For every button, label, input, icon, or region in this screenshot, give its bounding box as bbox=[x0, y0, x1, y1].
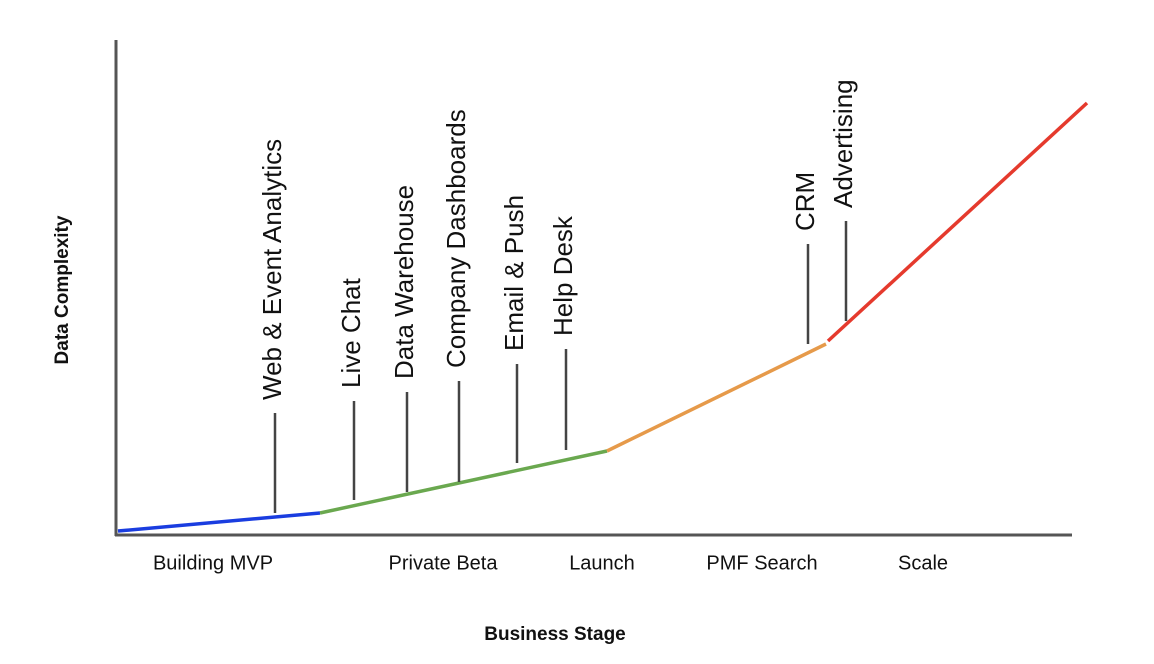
tool-label: Data Warehouse bbox=[389, 185, 419, 379]
curve-mvp bbox=[117, 511, 321, 533]
x-axis-title: Business Stage bbox=[484, 624, 626, 645]
curve-scale bbox=[826, 101, 1089, 343]
stage-label: Building MVP bbox=[153, 552, 273, 574]
stage-label: Launch bbox=[569, 552, 635, 574]
tool-label: Web & Event Analytics bbox=[257, 139, 287, 400]
stage-label: Private Beta bbox=[389, 552, 499, 574]
y-axis-title: Data Complexity bbox=[52, 215, 73, 364]
tool-label: Advertising bbox=[828, 79, 858, 208]
tool-label: Company Dashboards bbox=[441, 109, 471, 368]
curve-pmf bbox=[606, 342, 827, 453]
tool-label: Email & Push bbox=[499, 195, 529, 351]
tool-label: Live Chat bbox=[336, 277, 366, 388]
tool-label: CRM bbox=[790, 172, 820, 231]
stage-label: Scale bbox=[898, 552, 948, 574]
tool-label: Help Desk bbox=[548, 215, 578, 336]
curve-beta bbox=[319, 449, 608, 515]
stage-label: PMF Search bbox=[706, 552, 817, 574]
